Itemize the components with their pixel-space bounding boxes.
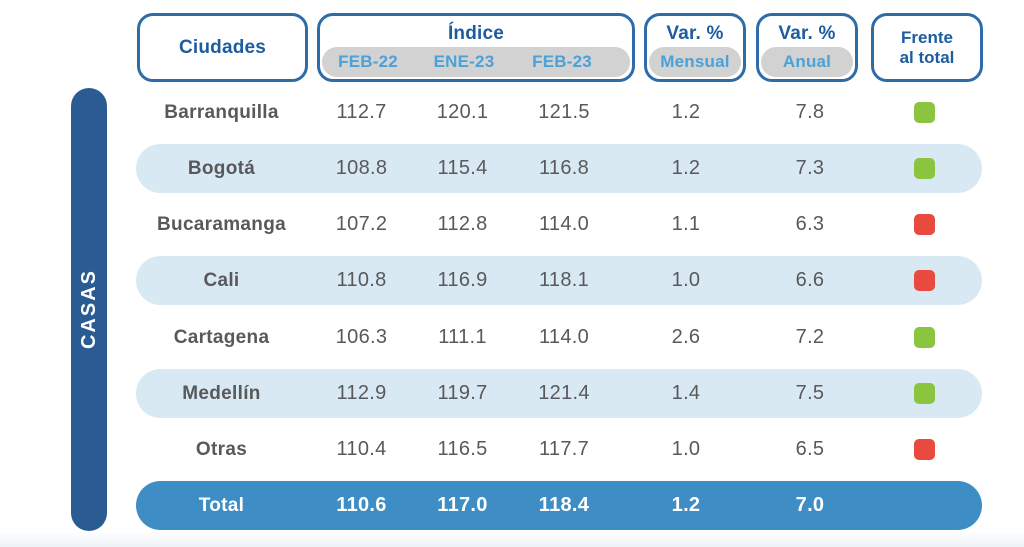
index-ene23: 119.7 (437, 382, 488, 404)
status-red-square-icon (914, 270, 935, 292)
frente-status-cell (867, 269, 982, 292)
index-feb23: 118.4 (538, 494, 590, 516)
var-mensual-title: Var. % (666, 23, 724, 44)
var-anual: 7.3 (795, 157, 825, 179)
index-feb22: 112.7 (336, 101, 387, 123)
frente-line2: al total (899, 47, 955, 67)
table-row: Otras 110.4 116.5 117.7 1.0 6.5 (136, 425, 982, 474)
table-row: Medellín 112.9 119.7 121.4 1.4 7.5 (136, 369, 982, 418)
var-anual: 6.5 (795, 438, 825, 460)
city-name: Bucaramanga (157, 213, 286, 235)
status-red-square-icon (914, 439, 935, 461)
mensual-label: Mensual (660, 52, 730, 71)
status-green-square-icon (914, 102, 935, 124)
status-green-square-icon (914, 327, 935, 349)
var-mensual: 1.2 (671, 101, 701, 123)
var-mensual: 1.4 (671, 382, 701, 404)
index-feb22: 112.9 (336, 382, 387, 404)
frente-status-cell (867, 101, 982, 124)
anual-label: Anual (782, 52, 832, 71)
sidebar-casas: CASAS (71, 88, 107, 531)
header-var-anual: Var. % Anual (756, 13, 858, 82)
header-frente-al-total: Frente al total (871, 13, 983, 82)
var-anual: 6.3 (795, 213, 825, 235)
anual-subheader-pill: Anual (761, 47, 853, 77)
subcol-feb22: FEB-22 (338, 52, 398, 71)
indice-subheader-pill: FEB-22 ENE-23 FEB-23 (322, 47, 630, 77)
index-feb22: 110.8 (336, 269, 387, 291)
var-mensual: 1.0 (671, 269, 701, 291)
index-feb22: 110.4 (336, 438, 387, 460)
index-ene23: 116.5 (437, 438, 488, 460)
index-feb23: 116.8 (538, 157, 590, 179)
header-var-mensual: Var. % Mensual (644, 13, 746, 82)
city-name: Barranquilla (164, 101, 279, 123)
frente-al-total-label: Frente al total (874, 16, 980, 79)
frente-status-cell (867, 213, 982, 236)
index-feb22: 107.2 (335, 213, 388, 235)
var-anual: 7.5 (795, 382, 825, 404)
city-name: Bogotá (187, 157, 256, 179)
var-anual: 6.6 (795, 269, 825, 291)
index-feb22: 108.8 (335, 157, 388, 179)
status-green-square-icon (914, 158, 935, 180)
table-row: Bogotá 108.8 115.4 116.8 1.2 7.3 (136, 144, 982, 193)
index-ene23: 115.4 (437, 157, 488, 179)
index-ene23: 117.0 (437, 494, 488, 516)
total-row: Total 110.6 117.0 118.4 1.2 7.0 (136, 481, 982, 530)
city-name: Otras (195, 438, 248, 460)
table-row: Cartagena 106.3 111.1 114.0 2.6 7.2 (136, 313, 982, 362)
table-row: Bucaramanga 107.2 112.8 114.0 1.1 6.3 (136, 200, 982, 249)
header-indice: Índice FEB-22 ENE-23 FEB-23 (317, 13, 635, 82)
city-name: Total (198, 494, 245, 516)
var-anual: 7.2 (795, 326, 825, 348)
index-ene23: 111.1 (438, 326, 487, 348)
subcol-ene23: ENE-23 (433, 52, 495, 71)
index-feb23: 118.1 (538, 269, 590, 291)
var-anual: 7.8 (795, 101, 825, 123)
bottom-shadow (0, 533, 1024, 547)
status-green-square-icon (914, 383, 935, 405)
index-feb23: 114.0 (538, 213, 590, 235)
index-ene23: 116.9 (437, 269, 488, 291)
city-name: Medellín (182, 382, 261, 404)
frente-status-cell (867, 438, 982, 461)
index-feb23: 121.5 (538, 101, 590, 123)
header-ciudades: Ciudades (137, 13, 308, 82)
var-mensual: 1.2 (671, 494, 701, 516)
casas-label: CASAS (77, 269, 100, 350)
var-anual: 7.0 (795, 494, 825, 516)
index-feb23: 121.4 (538, 382, 590, 404)
var-mensual: 1.2 (671, 157, 701, 179)
index-ene23: 112.8 (437, 213, 488, 235)
indice-label: Índice (447, 23, 505, 44)
index-feb23: 114.0 (538, 326, 590, 348)
frente-status-cell (867, 326, 982, 349)
ciudades-label: Ciudades (178, 36, 267, 58)
frente-line1: Frente (901, 28, 953, 48)
index-feb23: 117.7 (538, 438, 590, 460)
table-row: Barranquilla 112.7 120.1 121.5 1.2 7.8 (136, 88, 982, 137)
var-anual-title: Var. % (778, 23, 836, 44)
var-mensual: 2.6 (671, 326, 701, 348)
status-red-square-icon (914, 214, 935, 236)
frente-status-cell (867, 382, 982, 405)
city-name: Cartagena (173, 326, 270, 348)
frente-status-cell (867, 157, 982, 180)
var-mensual: 1.0 (671, 438, 701, 460)
index-feb22: 110.6 (336, 494, 387, 516)
city-name: Cali (203, 269, 240, 291)
table-row: Cali 110.8 116.9 118.1 1.0 6.6 (136, 256, 982, 305)
mensual-subheader-pill: Mensual (649, 47, 741, 77)
var-mensual: 1.1 (671, 213, 701, 235)
index-ene23: 120.1 (436, 101, 489, 123)
subcol-feb23: FEB-23 (532, 52, 592, 71)
index-feb22: 106.3 (335, 326, 388, 348)
